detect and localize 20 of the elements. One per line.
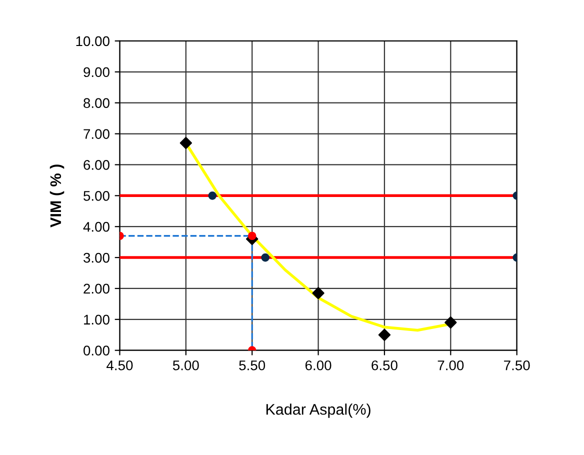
y-tick-label: 1.00	[84, 314, 110, 325]
y-tick-label: 8.00	[84, 98, 110, 108]
x-axis-title: Kadar Aspal(%)	[266, 404, 370, 418]
x-tick-label: 7.00	[438, 360, 464, 370]
y-tick-label: 6.00	[84, 160, 110, 170]
y-tick-label: 5.00	[84, 190, 110, 201]
y-tick-label: 10.00	[76, 36, 110, 46]
x-tick-label: 4.50	[106, 360, 133, 370]
y-tick-label: 7.00	[84, 129, 110, 139]
y-tick-label: 9.00	[84, 67, 110, 78]
y-tick-label: 4.00	[83, 222, 110, 232]
x-tick-label: 7.50	[504, 360, 530, 370]
y-tick-label: 3.00	[84, 252, 110, 263]
x-tick-label: 5.00	[172, 360, 199, 370]
x-tick-label: 5.50	[239, 360, 266, 370]
x-tick-label: 6.00	[305, 360, 332, 370]
y-tick-label: 0.00	[84, 346, 110, 356]
x-tick-label: 6.50	[372, 360, 398, 370]
y-tick-label: 2.00	[84, 284, 110, 294]
y-axis-title: VIM ( % )	[50, 164, 64, 228]
